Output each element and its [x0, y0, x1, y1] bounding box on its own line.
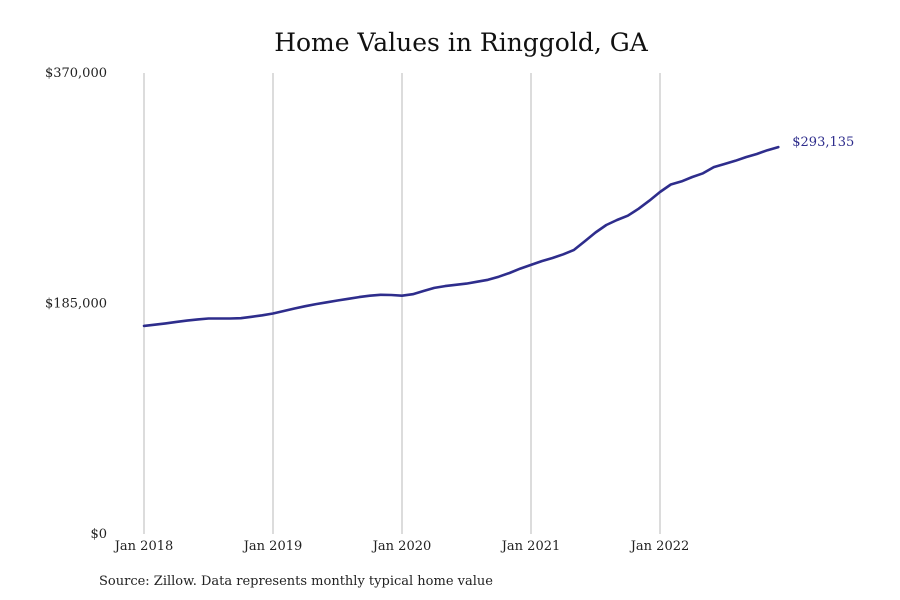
- y-tick-label: $0: [90, 527, 107, 542]
- x-tick-label: Jan 2018: [113, 539, 174, 554]
- home-value-series-line: [142, 145, 780, 328]
- x-tick-label: Jan 2022: [629, 539, 690, 554]
- x-tick-label: Jan 2021: [500, 539, 561, 554]
- latest-value-label: $293,135: [792, 135, 854, 150]
- y-tick-label: $370,000: [45, 66, 107, 81]
- gridlines: [143, 73, 661, 534]
- x-tick-label: Jan 2020: [371, 539, 432, 554]
- x-axis-ticks: Jan 2018 Jan 2019 Jan 2020 Jan 2021 Jan …: [113, 539, 690, 554]
- source-note: Source: Zillow. Data represents monthly …: [99, 574, 493, 589]
- chart-title: Home Values in Ringgold, GA: [274, 28, 649, 57]
- x-tick-label: Jan 2019: [242, 539, 303, 554]
- y-tick-label: $185,000: [45, 297, 107, 312]
- y-axis-ticks: $0 $185,000 $370,000: [45, 66, 107, 542]
